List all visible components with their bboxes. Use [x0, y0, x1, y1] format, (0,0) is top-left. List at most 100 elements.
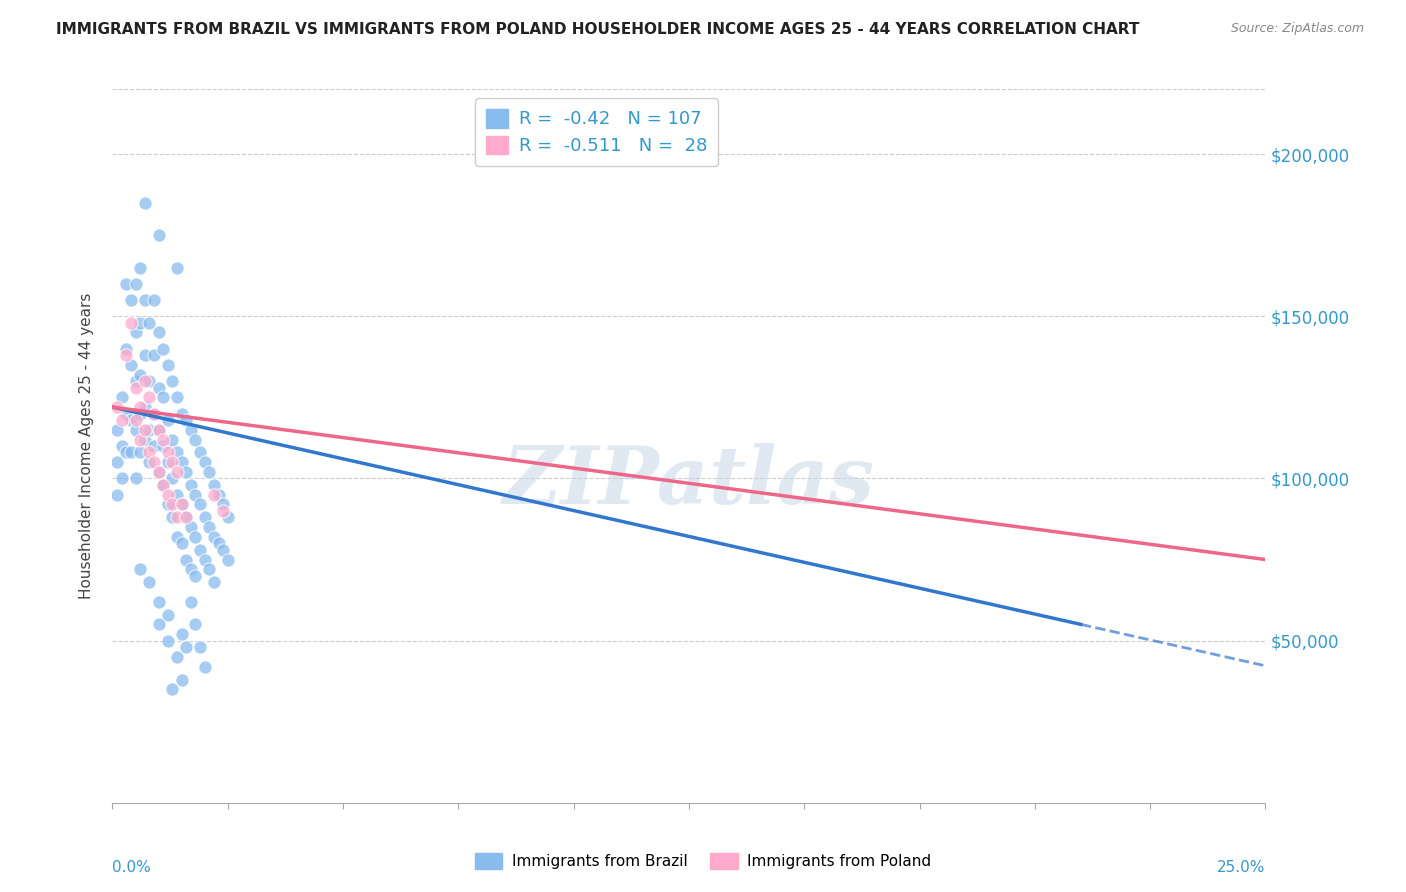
Point	[111, 390, 134, 404]
Point	[138, 575, 160, 590]
Point	[129, 562, 152, 576]
Point	[180, 562, 202, 576]
Point	[207, 488, 229, 502]
Point	[111, 439, 134, 453]
Point	[194, 455, 217, 469]
Point	[166, 510, 188, 524]
Point	[202, 488, 225, 502]
Point	[166, 390, 188, 404]
Point	[174, 552, 197, 566]
Point	[156, 358, 179, 372]
Point	[134, 374, 156, 388]
Point	[124, 374, 146, 388]
Point	[143, 455, 166, 469]
Point	[134, 348, 156, 362]
Text: Source: ZipAtlas.com: Source: ZipAtlas.com	[1230, 22, 1364, 36]
Point	[212, 497, 235, 511]
Point	[198, 520, 221, 534]
Point	[138, 423, 160, 437]
Point	[129, 368, 152, 382]
Point	[170, 497, 193, 511]
Point	[162, 510, 184, 524]
Point	[129, 316, 152, 330]
Point	[156, 497, 179, 511]
Point	[129, 433, 152, 447]
Point	[174, 465, 197, 479]
Point	[212, 542, 235, 557]
Point	[162, 497, 184, 511]
Point	[212, 504, 235, 518]
Text: 25.0%: 25.0%	[1218, 860, 1265, 875]
Point	[143, 348, 166, 362]
Point	[184, 433, 207, 447]
Point	[170, 455, 193, 469]
Point	[143, 407, 166, 421]
Point	[166, 530, 188, 544]
Point	[180, 478, 202, 492]
Point	[156, 633, 179, 648]
Point	[105, 423, 128, 437]
Point	[105, 455, 128, 469]
Point	[162, 471, 184, 485]
Point	[148, 423, 170, 437]
Point	[111, 471, 134, 485]
Text: IMMIGRANTS FROM BRAZIL VS IMMIGRANTS FROM POLAND HOUSEHOLDER INCOME AGES 25 - 44: IMMIGRANTS FROM BRAZIL VS IMMIGRANTS FRO…	[56, 22, 1140, 37]
Text: 0.0%: 0.0%	[112, 860, 152, 875]
Point	[174, 510, 197, 524]
Point	[124, 413, 146, 427]
Point	[152, 439, 174, 453]
Point	[174, 413, 197, 427]
Point	[152, 342, 174, 356]
Point	[115, 348, 138, 362]
Point	[148, 326, 170, 340]
Point	[138, 374, 160, 388]
Point	[166, 260, 188, 275]
Point	[148, 617, 170, 632]
Point	[134, 433, 156, 447]
Point	[138, 390, 160, 404]
Point	[148, 423, 170, 437]
Point	[180, 520, 202, 534]
Point	[105, 488, 128, 502]
Point	[184, 530, 207, 544]
Point	[170, 497, 193, 511]
Point	[148, 228, 170, 243]
Point	[156, 455, 179, 469]
Point	[170, 407, 193, 421]
Point	[134, 400, 156, 414]
Point	[134, 293, 156, 307]
Point	[162, 455, 184, 469]
Point	[152, 433, 174, 447]
Point	[207, 536, 229, 550]
Point	[194, 659, 217, 673]
Legend: R =  -0.42   N = 107, R =  -0.511   N =  28: R = -0.42 N = 107, R = -0.511 N = 28	[475, 98, 718, 166]
Point	[184, 617, 207, 632]
Point	[115, 445, 138, 459]
Point	[162, 433, 184, 447]
Point	[124, 326, 146, 340]
Point	[124, 471, 146, 485]
Point	[148, 381, 170, 395]
Point	[148, 595, 170, 609]
Point	[138, 316, 160, 330]
Point	[152, 478, 174, 492]
Point	[115, 277, 138, 291]
Point	[170, 627, 193, 641]
Point	[202, 530, 225, 544]
Point	[105, 400, 128, 414]
Point	[194, 510, 217, 524]
Point	[156, 413, 179, 427]
Point	[115, 342, 138, 356]
Point	[184, 568, 207, 582]
Point	[198, 465, 221, 479]
Point	[124, 423, 146, 437]
Point	[174, 640, 197, 654]
Point	[198, 562, 221, 576]
Legend: Immigrants from Brazil, Immigrants from Poland: Immigrants from Brazil, Immigrants from …	[468, 847, 938, 875]
Point	[202, 478, 225, 492]
Point	[124, 381, 146, 395]
Point	[129, 260, 152, 275]
Point	[180, 423, 202, 437]
Point	[188, 640, 211, 654]
Point	[188, 497, 211, 511]
